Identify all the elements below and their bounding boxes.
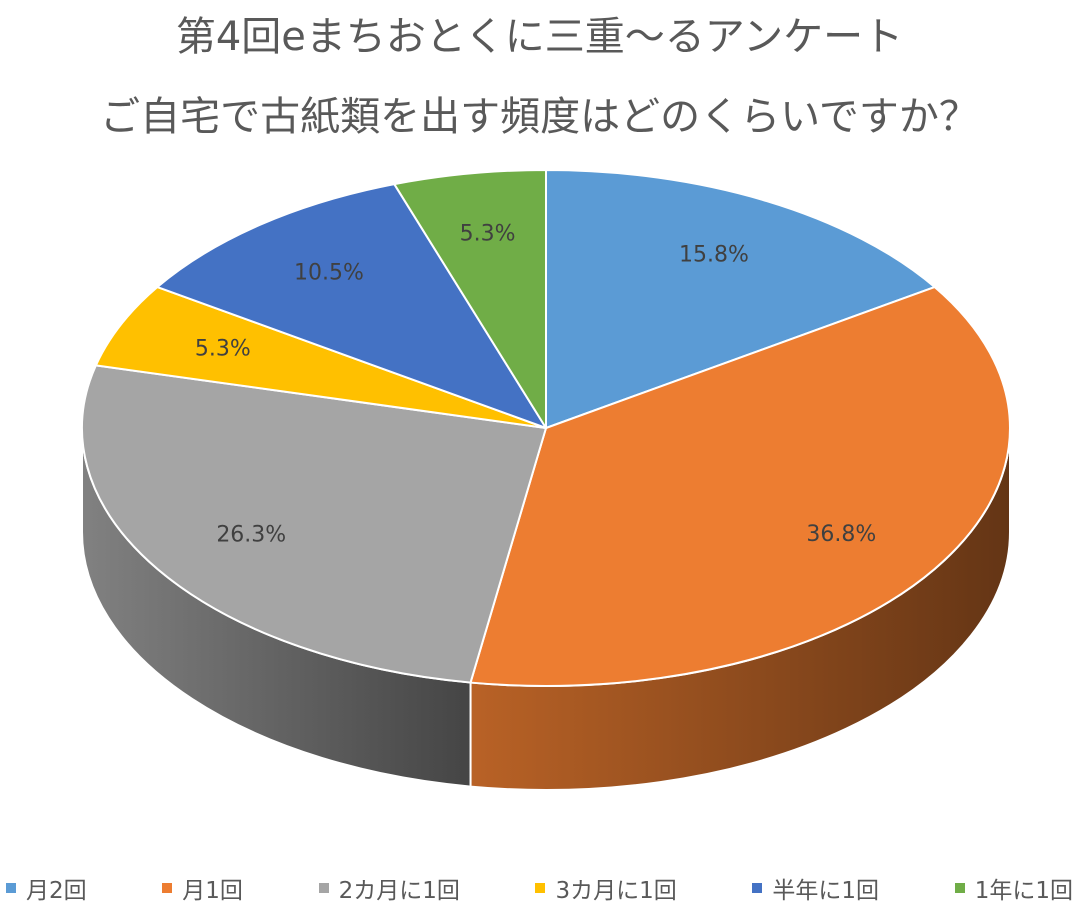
pie-plot: 15.8% 36.8% 26.3% 5.3% 10.5% 5.3%	[81, 169, 1011, 791]
data-label: 5.3%	[460, 222, 516, 247]
legend-swatch	[162, 883, 173, 893]
legend-item: 1年に1回	[954, 871, 1073, 905]
data-label: 36.8%	[806, 522, 876, 547]
legend-label: 2カ月に1回	[338, 878, 460, 904]
data-label: 10.5%	[294, 260, 364, 285]
chart-subtitle: ご自宅で古紙類を出す頻度はどのくらいですか？	[100, 94, 979, 140]
legend-swatch	[6, 883, 16, 893]
legend-item: 3カ月に1回	[535, 871, 677, 905]
legend-item: 月1回	[162, 871, 243, 905]
slice-5	[156, 183, 547, 429]
legend-swatch	[954, 883, 965, 893]
legend-item: 月2回	[6, 871, 87, 905]
legend-label: 1年に1回	[974, 878, 1073, 904]
legend-label: 3カ月に1回	[555, 878, 677, 904]
legend-item: 2カ月に1回	[318, 871, 460, 905]
slice-3	[81, 364, 547, 684]
legend-swatch	[318, 883, 329, 893]
legend: 月2回 月1回 2カ月に1回 3カ月に1回 半年に1回 1年に1回	[0, 872, 1079, 904]
data-label: 15.8%	[679, 243, 749, 268]
slice-1	[545, 169, 936, 429]
chart-title: 第4回eまちおとくに三重〜るアンケート	[175, 14, 904, 60]
legend-label: 半年に1回	[772, 878, 880, 904]
legend-item: 半年に1回	[752, 871, 879, 905]
data-label: 5.3%	[195, 337, 251, 362]
data-label: 26.3%	[216, 523, 286, 548]
legend-swatch	[535, 883, 546, 893]
slice-4	[94, 286, 547, 429]
legend-label: 月1回	[182, 878, 243, 904]
slice-6	[393, 169, 547, 429]
slice-2	[469, 286, 1011, 687]
legend-label: 月2回	[26, 878, 87, 904]
legend-swatch	[752, 883, 763, 893]
